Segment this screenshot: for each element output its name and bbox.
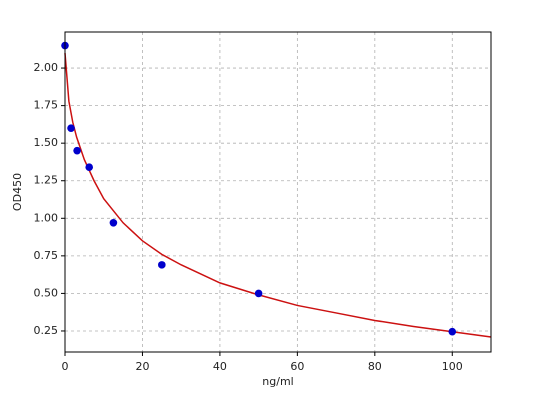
fit-curve [64,52,492,338]
y-tick-label: 2.00 [34,61,59,74]
y-tick-label: 1.75 [34,99,59,112]
x-axis-label: ng/ml [262,375,293,388]
data-point [158,261,166,269]
y-tick-label: 0.50 [34,286,59,299]
data-point [73,146,81,155]
y-tick-label: 1.50 [34,136,59,149]
x-tick-label: 0 [62,360,69,373]
x-tick-label: 100 [442,360,463,373]
x-tick-label: 40 [213,360,227,373]
data-point [85,163,94,172]
plot-area [65,32,491,352]
y-tick-label: 0.25 [34,324,59,337]
data-point [109,218,118,227]
data-point [67,124,75,132]
y-axis-label: OD450 [11,173,24,211]
y-tick-label: 0.75 [34,249,59,262]
x-tick-label: 80 [368,360,382,373]
data-point [448,327,457,336]
plot-frame [64,31,492,353]
y-tick-label: 1.25 [34,174,59,187]
data-point [254,289,263,298]
x-tick-label: 20 [135,360,149,373]
x-tick-label: 60 [290,360,304,373]
y-tick-label: 1.00 [34,211,59,224]
